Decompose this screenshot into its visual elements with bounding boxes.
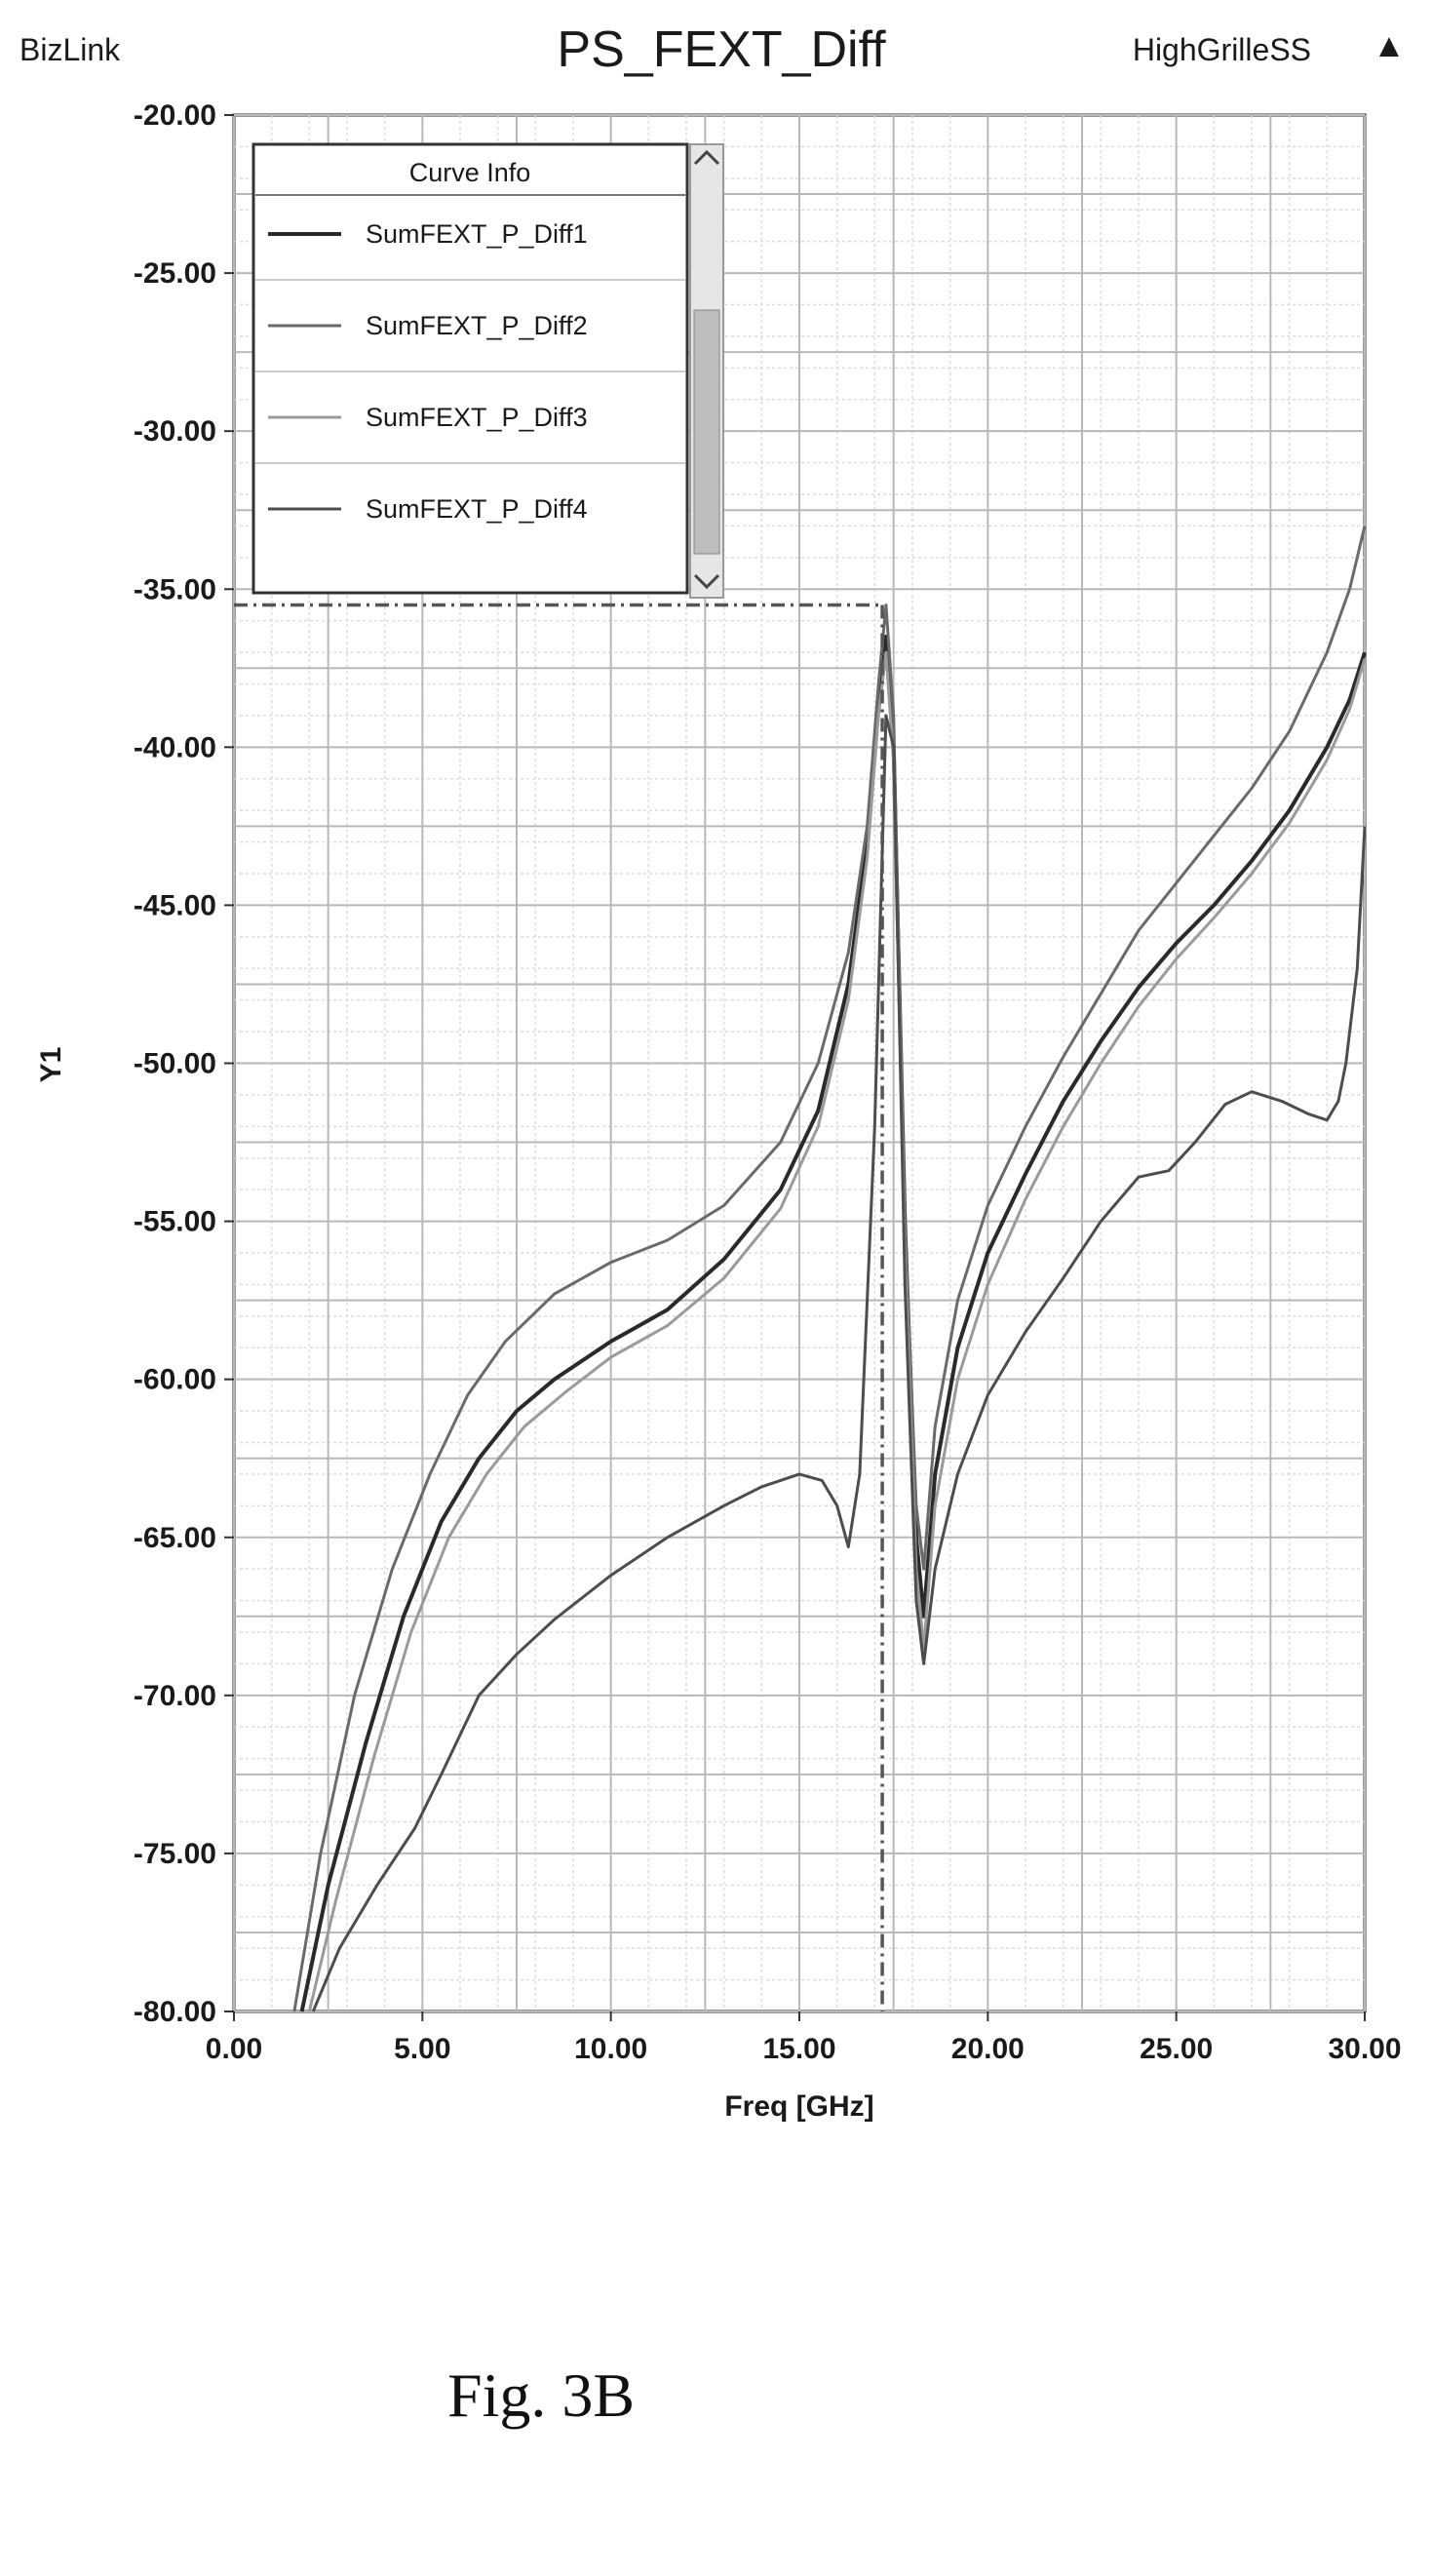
y-tick-label: -30.00 [134,415,216,448]
y-axis-label: Y1 [35,1047,67,1083]
up-arrow-icon[interactable]: ▲ [1373,27,1406,64]
legend[interactable]: Curve Info SumFEXT_P_Diff1SumFEXT_P_Diff… [252,142,724,599]
y-axis-ticks: -20.00 -25.00 -30.00 -35.00 -40.00 -45.00 -50.… [134,99,234,2028]
x-tick-label: 5.00 [394,2033,450,2065]
x-tick-label: 30.00 [1328,2033,1401,2065]
x-tick-label: 25.00 [1140,2033,1213,2065]
y-tick-label: -50.00 [134,1048,216,1080]
figure-caption: Fig. 3B [447,2361,635,2430]
y-tick-label: -20.00 [134,99,216,132]
legend-label: SumFEXT_P_Diff3 [366,403,588,432]
curves [292,526,1367,2012]
legend-box [252,142,689,595]
y-tick-label: -25.00 [134,257,216,290]
legend-scroll-thumb[interactable] [693,309,720,555]
scroll-down-icon[interactable] [693,573,720,590]
y-tick-label: -60.00 [134,1364,216,1396]
y-tick-label: -65.00 [134,1522,216,1554]
legend-label: SumFEXT_P_Diff2 [366,311,588,340]
y-tick-label: -75.00 [134,1838,216,1870]
series-line-2 [292,526,1367,2012]
x-tick-label: 10.00 [574,2033,647,2065]
chart-title: PS_FEXT_Diff [557,21,886,78]
y-tick-label: -45.00 [134,889,216,921]
legend-title: Curve Info [409,158,531,187]
legend-label: SumFEXT_P_Diff1 [366,219,588,249]
project-label: HighGrilleSS [1133,32,1311,67]
y-tick-label: -55.00 [134,1206,216,1238]
x-axis-label: Freq [GHz] [724,2090,873,2123]
series-line-4 [311,714,1367,2012]
x-axis-ticks: 0.00 5.00 10.00 15.00 20.00 25.00 30.00 [206,2011,1402,2065]
legend-items: SumFEXT_P_Diff1 SumFEXT_P_Diff2 SumFEXT_P_… [255,219,685,524]
y-tick-label: -70.00 [134,1680,216,1712]
x-tick-label: 15.00 [762,2033,835,2065]
x-tick-label: 20.00 [951,2033,1025,2065]
x-tick-label: 0.00 [206,2033,262,2065]
y-tick-label: -40.00 [134,731,216,763]
y-tick-label: -80.00 [134,1996,216,2028]
brand-label: BizLink [19,32,121,67]
y-tick-label: -35.00 [134,573,216,605]
scroll-up-icon[interactable] [693,149,720,166]
legend-label: SumFEXT_P_Diff4 [366,494,588,524]
marker-lines [234,603,884,2011]
